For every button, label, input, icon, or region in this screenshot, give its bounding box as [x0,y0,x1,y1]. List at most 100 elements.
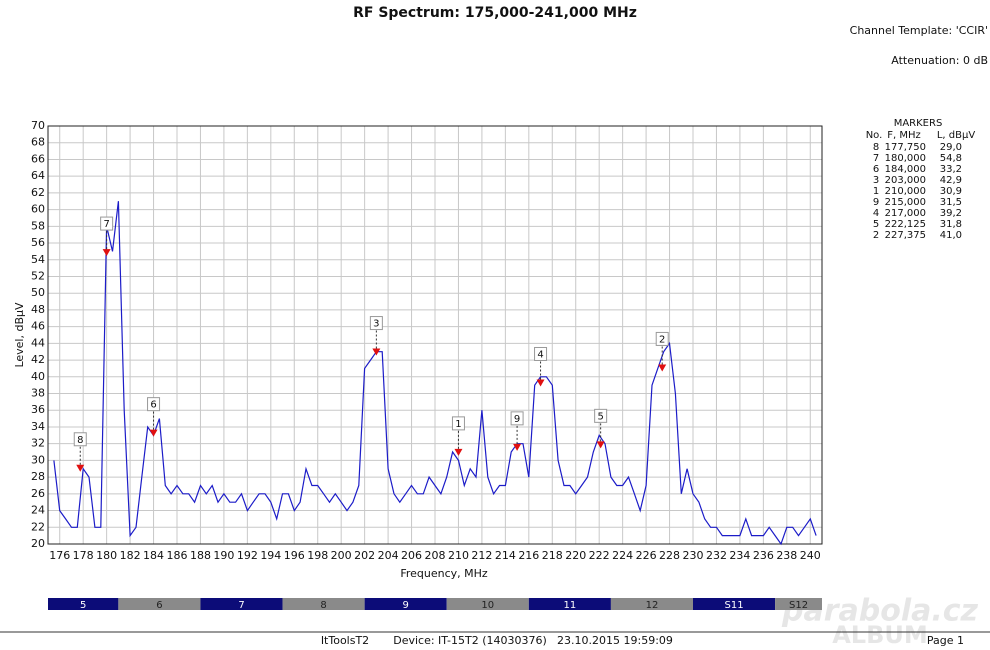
marker [596,441,605,449]
x-tick-label: 226 [636,549,657,562]
marker [149,429,158,437]
y-tick-label: 46 [31,320,45,333]
x-tick-label: 194 [260,549,281,562]
x-tick-label: 190 [213,549,234,562]
chart-title: RF Spectrum: 175,000-241,000 MHz [353,5,637,21]
y-tick-label: 38 [31,387,45,400]
y-tick-label: 40 [31,370,45,383]
marker-label: 4 [537,349,543,360]
y-tick-label: 44 [31,336,45,349]
x-tick-label: 240 [800,549,821,562]
x-tick-label: 230 [683,549,704,562]
plot-frame [47,125,823,545]
y-tick-label: 48 [31,303,45,316]
y-tick-label: 62 [31,186,45,199]
x-tick-label: 228 [659,549,680,562]
footer-page: Page 1 [927,634,964,647]
channel-label: 9 [402,600,408,611]
y-tick-label: 22 [31,520,45,533]
x-tick-label: 210 [448,549,469,562]
y-axis-title: Level, dBµV [13,302,26,368]
y-tick-label: 42 [31,353,45,366]
x-tick-label: 180 [96,549,117,562]
x-tick-label: 212 [471,549,492,562]
channel-template: Channel Template: 'CCIR' [850,24,988,37]
marker-row-no: 2 [873,230,879,241]
y-tick-label: 66 [31,152,45,165]
x-tick-label: 188 [190,549,211,562]
x-tick-label: 176 [49,549,70,562]
y-tick-label: 52 [31,269,45,282]
x-tick-label: 184 [143,549,164,562]
watermark: ALBUM [832,621,928,649]
marker-label-box [451,416,465,431]
marker-label: 2 [659,334,665,345]
marker-label: 8 [77,435,83,446]
marker [658,364,667,372]
channel-band [282,598,365,610]
x-tick-label: 186 [167,549,188,562]
marker-row-no: 1 [873,186,879,197]
x-tick-label: 236 [753,549,774,562]
attenuation: Attenuation: 0 dB [891,54,988,67]
spectrum-trace [53,201,817,546]
marker-row-no: 6 [873,164,879,175]
marker-row-no: 8 [873,142,879,153]
marker-label-box [369,316,383,331]
channel-label: 8 [320,600,326,611]
y-tick-label: 20 [31,537,45,550]
channel-label: 12 [646,600,659,611]
x-tick-label: 182 [120,549,141,562]
marker-row-no: 4 [873,208,879,219]
y-tick-label: 24 [31,504,45,517]
marker-row-level: 42,9 [940,175,962,186]
channel-label: S11 [725,600,744,611]
markers-header: F, MHz [887,130,921,141]
x-axis-title: Frequency, MHz [400,567,488,580]
marker-label-box [655,331,669,346]
marker-row-no: 5 [873,219,879,230]
marker [76,464,85,472]
marker-label: 9 [514,414,520,425]
channel-label: 11 [563,600,576,611]
marker-label-box [534,346,548,361]
channel-label: S12 [789,600,808,611]
x-tick-label: 204 [378,549,399,562]
marker-row-level: 54,8 [940,153,962,164]
marker-row-level: 29,0 [940,142,962,153]
y-tick-label: 70 [31,119,45,132]
footer-device: Device: IT-15T2 (14030376) [393,634,547,647]
marker-label-box [147,397,161,412]
marker-label: 5 [597,411,603,422]
marker-label: 1 [455,419,461,430]
y-tick-label: 28 [31,470,45,483]
markers-header: L, dBµV [937,130,975,141]
x-tick-label: 208 [425,549,446,562]
x-tick-label: 222 [589,549,610,562]
marker-row-level: 41,0 [940,230,962,241]
marker-row-level: 31,5 [940,197,962,208]
marker-row-freq: 227,375 [885,230,926,241]
y-tick-label: 32 [31,437,45,450]
channel-band [364,598,447,610]
y-tick-label: 34 [31,420,45,433]
y-tick-label: 60 [31,203,45,216]
marker-row-freq: 222,125 [885,219,926,230]
marker-row-freq: 210,000 [885,186,926,197]
marker-row-freq: 215,000 [885,197,926,208]
channel-band [693,598,776,610]
y-tick-label: 36 [31,403,45,416]
marker [536,379,545,387]
marker-label-box [100,216,114,231]
marker [102,249,111,257]
channel-label: 10 [481,600,494,611]
x-tick-label: 192 [237,549,258,562]
marker-row-freq: 177,750 [885,142,926,153]
y-tick-label: 26 [31,487,45,500]
channel-band [200,598,283,610]
x-tick-label: 238 [776,549,797,562]
channel-band [775,598,822,610]
marker-label-box [594,408,608,423]
footer-date: 23.10.2015 19:59:09 [557,634,673,647]
x-tick-label: 202 [354,549,375,562]
